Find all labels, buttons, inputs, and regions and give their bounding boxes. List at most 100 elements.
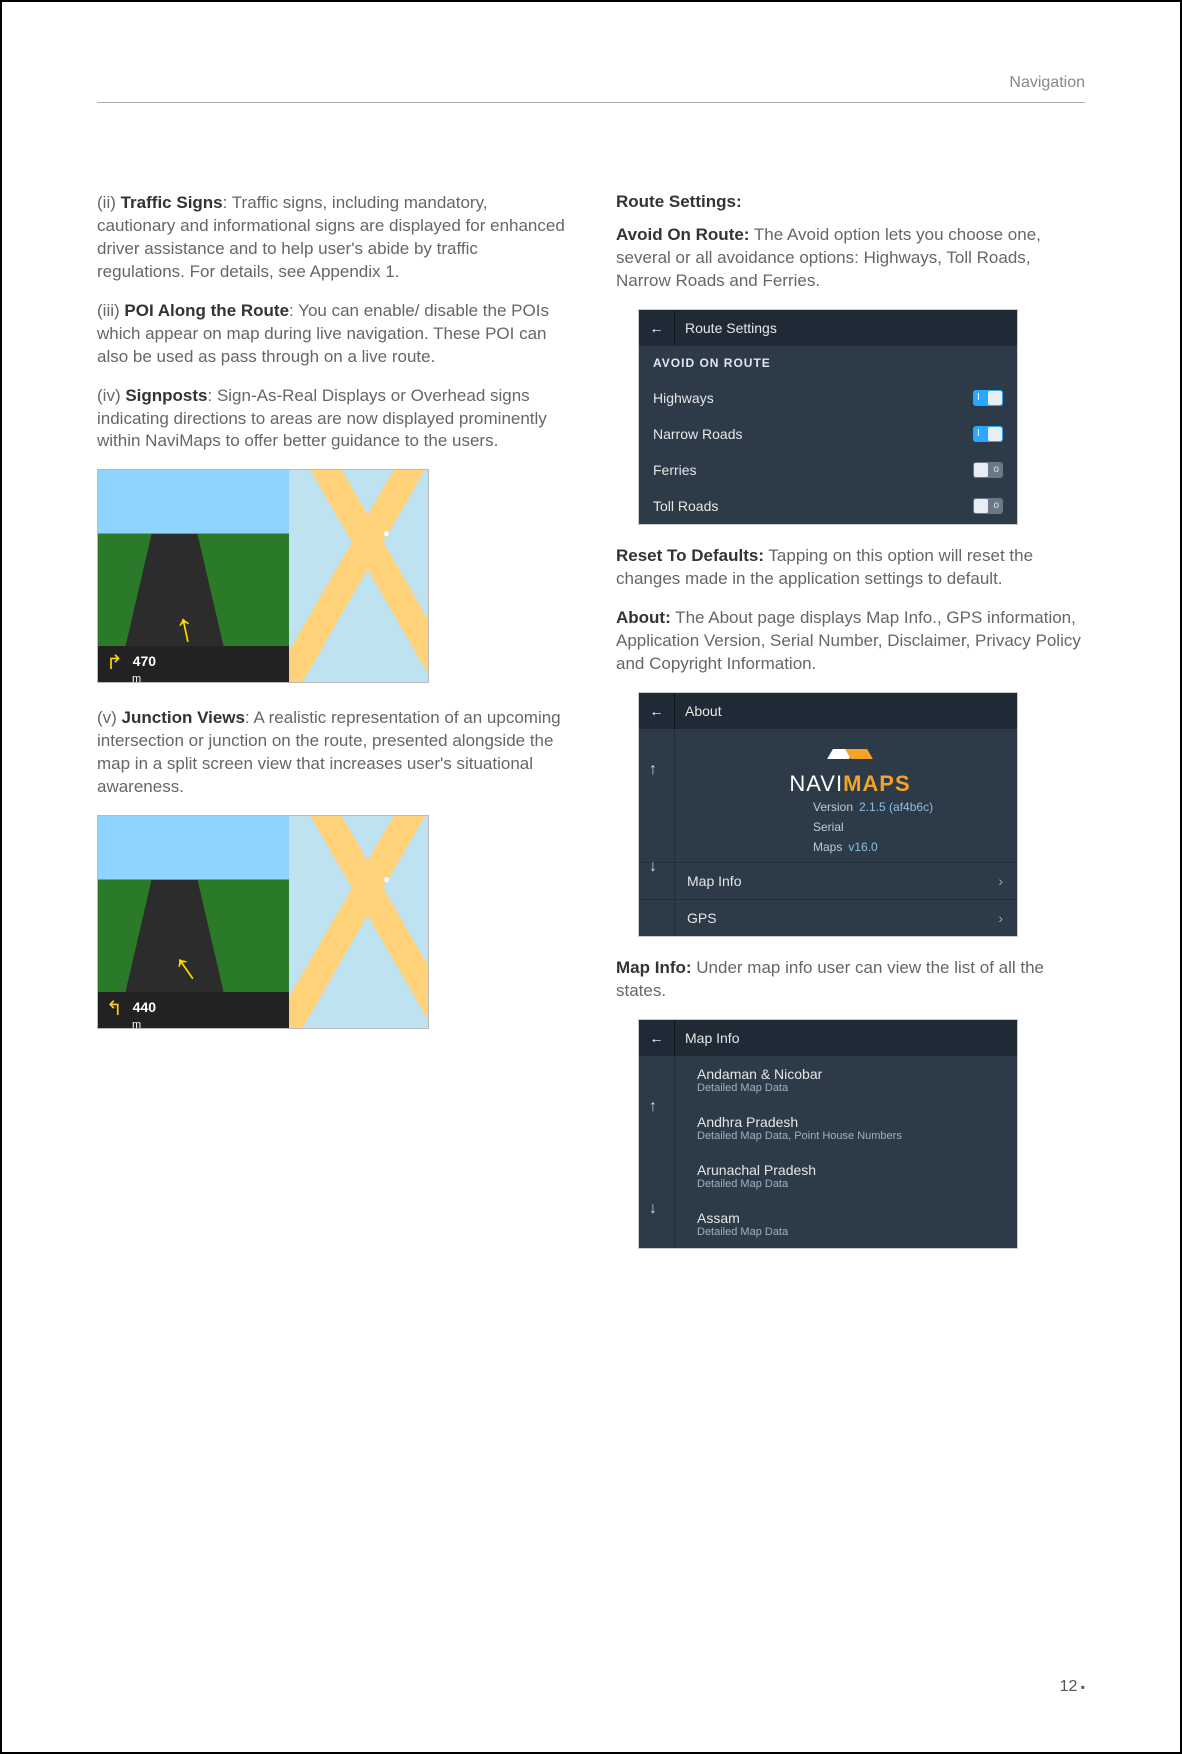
para-lead: Junction Views <box>122 708 245 727</box>
maps-label: Maps <box>813 840 842 854</box>
header-rule <box>97 102 1085 103</box>
para-prefix: (v) <box>97 708 122 727</box>
para-lead: Reset To Defaults: <box>616 546 764 565</box>
route-option-row: Highways I <box>639 380 1017 416</box>
mapinfo-panel: ← Map Info ↑ ↓ Andaman & NicobarDetailed… <box>638 1019 1018 1249</box>
toggle-switch[interactable]: o <box>973 462 1003 478</box>
logo-wordmark: NAVIMAPS <box>683 771 1017 797</box>
toggle-indicator: o <box>993 462 999 478</box>
junction-map-view <box>289 816 428 1028</box>
about-row[interactable]: GPS › <box>639 899 1017 936</box>
roads-shape <box>289 470 428 682</box>
signpost-map-view <box>289 470 428 682</box>
about-row-label: GPS <box>687 910 717 926</box>
para-signposts: (iv) Signposts: Sign-As-Real Displays or… <box>97 385 566 454</box>
about-panel: ← About ↑ ↓ NAVIMAPS <box>638 692 1018 937</box>
scroll-indicator: ↑ ↓ <box>639 1056 675 1248</box>
mapinfo-row-title: Assam <box>697 1210 1003 1226</box>
para-traffic-signs: (ii) Traffic Signs: Traffic signs, inclu… <box>97 192 566 284</box>
mapinfo-row-subtitle: Detailed Map Data, Point House Numbers <box>697 1130 1003 1142</box>
para-rest: The About page displays Map Info., GPS i… <box>616 608 1081 673</box>
mapinfo-row[interactable]: Andhra PradeshDetailed Map Data, Point H… <box>683 1104 1017 1152</box>
panel-title: About <box>675 695 1017 727</box>
turn-icon: ↰ <box>106 998 123 1020</box>
mapinfo-row-title: Arunachal Pradesh <box>697 1162 1003 1178</box>
distance-unit: m <box>132 1019 281 1029</box>
back-button[interactable]: ← <box>639 1020 675 1056</box>
about-row-label: Map Info <box>687 873 741 889</box>
chevron-right-icon: › <box>998 873 1003 889</box>
route-option-row: Toll Roadso <box>639 488 1017 524</box>
figure-mapinfo: ← Map Info ↑ ↓ Andaman & NicobarDetailed… <box>638 1019 1085 1249</box>
content-columns: (ii) Traffic Signs: Traffic signs, inclu… <box>97 192 1085 1269</box>
maps-value: v16.0 <box>848 840 877 854</box>
mapinfo-row[interactable]: AssamDetailed Map Data <box>683 1200 1017 1248</box>
scroll-down-icon[interactable]: ↓ <box>649 858 657 876</box>
para-lead: Signposts <box>125 386 207 405</box>
panel-titlebar: ← Route Settings <box>639 310 1017 346</box>
mapinfo-row-title: Andhra Pradesh <box>697 1114 1003 1130</box>
para-lead: About: <box>616 608 671 627</box>
mapinfo-rows: ↑ ↓ Andaman & NicobarDetailed Map DataAn… <box>639 1056 1017 1248</box>
route-settings-panel: ← Route Settings AVOID ON ROUTE Highways… <box>638 309 1018 525</box>
chevron-right-icon: › <box>998 910 1003 926</box>
para-reset: Reset To Defaults: Tapping on this optio… <box>616 545 1085 591</box>
panel-titlebar: ← About <box>639 693 1017 729</box>
brand-part-a: NAVI <box>789 771 843 796</box>
serial-label: Serial <box>813 820 844 834</box>
para-prefix: (iv) <box>97 386 125 405</box>
toggle-switch[interactable]: o <box>973 498 1003 514</box>
mapinfo-row[interactable]: Arunachal PradeshDetailed Map Data <box>683 1152 1017 1200</box>
figure-route-settings: ← Route Settings AVOID ON ROUTE Highways… <box>638 309 1085 525</box>
scroll-up-icon[interactable]: ↑ <box>649 1098 657 1116</box>
scroll-down-icon[interactable]: ↓ <box>649 1200 657 1218</box>
toggle-switch[interactable]: I <box>973 390 1003 406</box>
back-button[interactable]: ← <box>639 310 675 346</box>
heading-route-settings: Route Settings: <box>616 192 1085 212</box>
distance-value: 440 <box>133 999 156 1015</box>
brand-logo: NAVIMAPS Version 2.1.5 (af4b6c) Serial Ma… <box>639 743 1017 862</box>
para-avoid: Avoid On Route: The Avoid option lets yo… <box>616 224 1085 293</box>
mapinfo-row[interactable]: Andaman & NicobarDetailed Map Data <box>683 1056 1017 1104</box>
route-option-label: Ferries <box>653 462 697 478</box>
scroll-indicator: ↑ ↓ <box>639 729 675 936</box>
figure-about: ← About ↑ ↓ NAVIMAPS <box>638 692 1085 937</box>
toggle-indicator: I <box>977 426 980 442</box>
para-prefix: (ii) <box>97 193 121 212</box>
roads-shape <box>289 816 428 1028</box>
about-body: ↑ ↓ NAVIMAPS Version 2.1.5 (af4b6c) Seria… <box>639 729 1017 936</box>
page-number: 12 <box>1060 1678 1085 1696</box>
toggle-switch[interactable]: I <box>973 426 1003 442</box>
route-option-row: Ferries o <box>639 452 1017 488</box>
para-lead: POI Along the Route <box>124 301 289 320</box>
para-lead: Traffic Signs <box>121 193 223 212</box>
distance-value: 470 <box>133 654 156 670</box>
para-lead: Map Info: <box>616 958 692 977</box>
para-prefix: (iii) <box>97 301 124 320</box>
right-column: Route Settings: Avoid On Route: The Avoi… <box>616 192 1085 1269</box>
mapinfo-row-subtitle: Detailed Map Data <box>697 1178 1003 1190</box>
page: Navigation (ii) Traffic Signs: Traffic s… <box>0 0 1182 1754</box>
scroll-up-icon[interactable]: ↑ <box>649 761 657 779</box>
panel-titlebar: ← Map Info <box>639 1020 1017 1056</box>
about-row[interactable]: Map Info › <box>639 862 1017 899</box>
version-value: 2.1.5 (af4b6c) <box>859 800 933 814</box>
mapinfo-row-subtitle: Detailed Map Data <box>697 1082 1003 1094</box>
mapinfo-row-title: Andaman & Nicobar <box>697 1066 1003 1082</box>
para-junction: (v) Junction Views: A realistic represen… <box>97 707 566 799</box>
mapinfo-row-subtitle: Detailed Map Data <box>697 1226 1003 1238</box>
panel-title: Route Settings <box>675 312 1017 344</box>
back-button[interactable]: ← <box>639 693 675 729</box>
distance-unit: m <box>132 673 281 683</box>
para-mapinfo: Map Info: Under map info user can view t… <box>616 957 1085 1003</box>
turn-icon: ↱ <box>106 652 123 674</box>
para-about: About: The About page displays Map Info.… <box>616 607 1085 676</box>
header-section: Navigation <box>1009 74 1085 92</box>
distance-bar: ↱ 470 m <box>98 646 289 682</box>
route-option-label: Narrow Roads <box>653 426 742 442</box>
logo-mark-icon <box>830 745 870 767</box>
distance-bar: ↰ 440 m <box>98 992 289 1028</box>
route-option-label: Highways <box>653 390 714 406</box>
panel-subhead: AVOID ON ROUTE <box>639 346 1017 380</box>
version-label: Version <box>813 800 853 814</box>
